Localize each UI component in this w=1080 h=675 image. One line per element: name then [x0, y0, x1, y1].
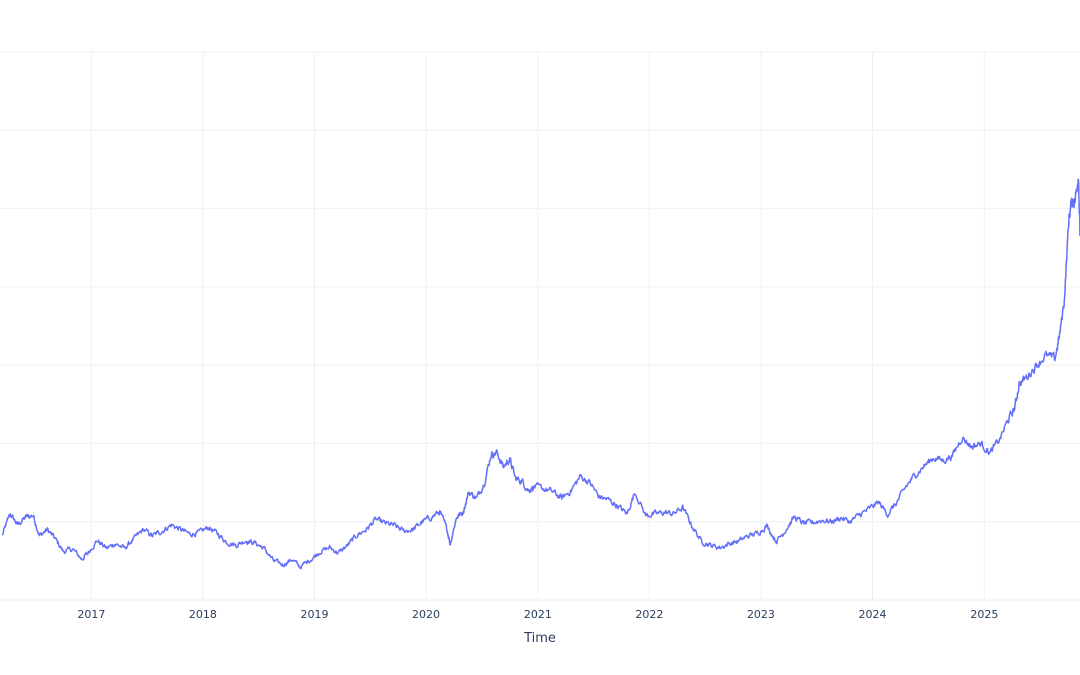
x-gridlines [90, 52, 985, 600]
x-tick-label: 2017 [77, 608, 105, 621]
x-tick-label: 2018 [189, 608, 217, 621]
x-tick-label: 2019 [300, 608, 328, 621]
x-tick-label: 2024 [858, 608, 886, 621]
x-tick-labels: 2017 2018 2019 2020 2021 2022 2023 2024 2025 [77, 608, 998, 621]
x-tick-label: 2021 [524, 608, 552, 621]
series-layer [1, 178, 1080, 570]
x-tick-label: 2025 [970, 608, 998, 621]
x-axis-title: Time [523, 631, 556, 646]
y-gridlines [0, 51, 1080, 601]
x-tick-label: 2022 [635, 608, 663, 621]
x-tick-label: 2020 [412, 608, 440, 621]
x-tick-label: 2023 [747, 608, 775, 621]
series-line [1, 178, 1080, 570]
